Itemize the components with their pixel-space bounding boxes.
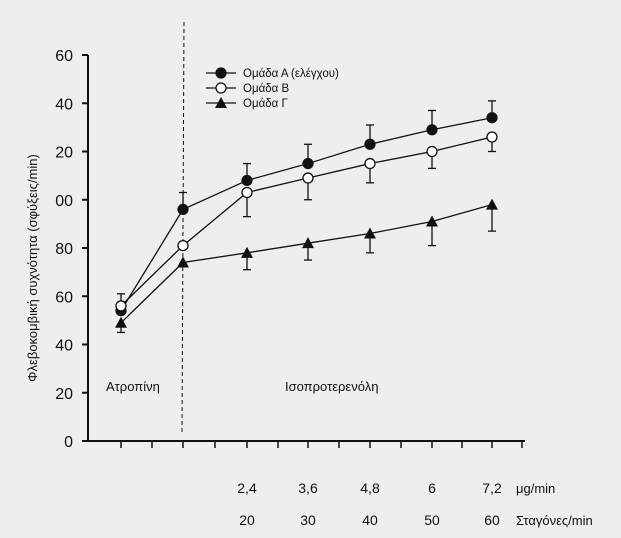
- dose-unit-label: μg/min: [516, 481, 555, 496]
- axes: 0 20 40 60 80 00 20 40 60: [55, 48, 525, 451]
- phase-label-atropine: Ατροπίνη: [106, 379, 160, 394]
- data-point: [302, 172, 314, 184]
- phase-label-isoproterenol: Ισοπροτερενόλη: [285, 379, 378, 394]
- data-point: [115, 316, 127, 328]
- drops-label: 50: [424, 512, 440, 528]
- data-point: [302, 237, 314, 249]
- drops-label: 20: [239, 512, 255, 528]
- data-point: [302, 157, 314, 170]
- data-point: [177, 239, 189, 252]
- data-point: [364, 138, 376, 150]
- y-axis-label: Φλεβοκομβική συχνότητα (σφύξεις/min): [25, 154, 40, 382]
- y-tick-label: 60: [55, 48, 73, 65]
- dose-labels: 2,4 3,6 4,8 6 7,2 20 30 40 50 60 μg/min Σταγόνες/mi…: [237, 480, 592, 528]
- y-tick-label: 80: [55, 241, 73, 258]
- data-point: [426, 124, 438, 136]
- dose-label: 7,2: [482, 480, 502, 496]
- series-1: [115, 100, 498, 317]
- legend-item-2: Ομάδα Β: [206, 82, 289, 95]
- data-point: [426, 215, 438, 227]
- legend-item-3: Ομάδα Γ: [206, 97, 288, 110]
- legend-marker: [215, 67, 227, 79]
- data-point: [486, 112, 498, 124]
- legend-marker: [215, 82, 227, 94]
- data-point: [364, 157, 376, 170]
- data-point: [241, 174, 253, 187]
- y-tick-label: 60: [55, 289, 73, 306]
- data-point: [486, 131, 498, 143]
- y-tick-label: 40: [55, 96, 73, 113]
- y-tick-label: 40: [55, 338, 73, 355]
- legend-label: Ομάδα Α (ελέγχου): [243, 68, 339, 80]
- data-point: [364, 227, 376, 239]
- drops-label: 40: [362, 512, 378, 528]
- y-tick-label: 00: [55, 193, 73, 210]
- dose-label: 6: [428, 480, 436, 496]
- data-point: [241, 246, 253, 258]
- dose-label: 2,4: [237, 480, 257, 496]
- series-line: [120, 117, 493, 312]
- series-line: [120, 203, 493, 324]
- drops-label: 60: [484, 512, 500, 528]
- legend-label: Ομάδα Γ: [243, 98, 288, 110]
- legend-label: Ομάδα Β: [243, 83, 289, 95]
- data-point: [241, 186, 253, 199]
- drops-unit-label: Σταγόνες/min: [516, 513, 593, 528]
- legend-item-1: Ομάδα Α (ελέγχου): [206, 67, 339, 80]
- data-point: [177, 203, 189, 215]
- data-point: [177, 256, 189, 268]
- data-point: [426, 145, 438, 158]
- series-group: [115, 100, 498, 334]
- y-tick-label: 0: [64, 434, 73, 451]
- dose-label: 4,8: [360, 480, 380, 496]
- legend: Ομάδα Α (ελέγχου) Ομάδα Β Ομάδα Γ: [206, 67, 339, 110]
- phase-divider-line: [181, 21, 185, 433]
- drops-label: 30: [300, 512, 316, 528]
- legend-marker: [215, 97, 227, 108]
- series-2: [115, 131, 498, 312]
- series-3: [115, 198, 498, 334]
- data-point: [115, 300, 127, 312]
- phase-annotations: Ατροπίνη Ισοπροτερενόλη: [106, 21, 378, 433]
- y-tick-label: 20: [55, 386, 73, 403]
- dose-label: 3,6: [298, 480, 318, 496]
- y-tick-label: 20: [55, 145, 73, 162]
- data-point: [486, 198, 498, 210]
